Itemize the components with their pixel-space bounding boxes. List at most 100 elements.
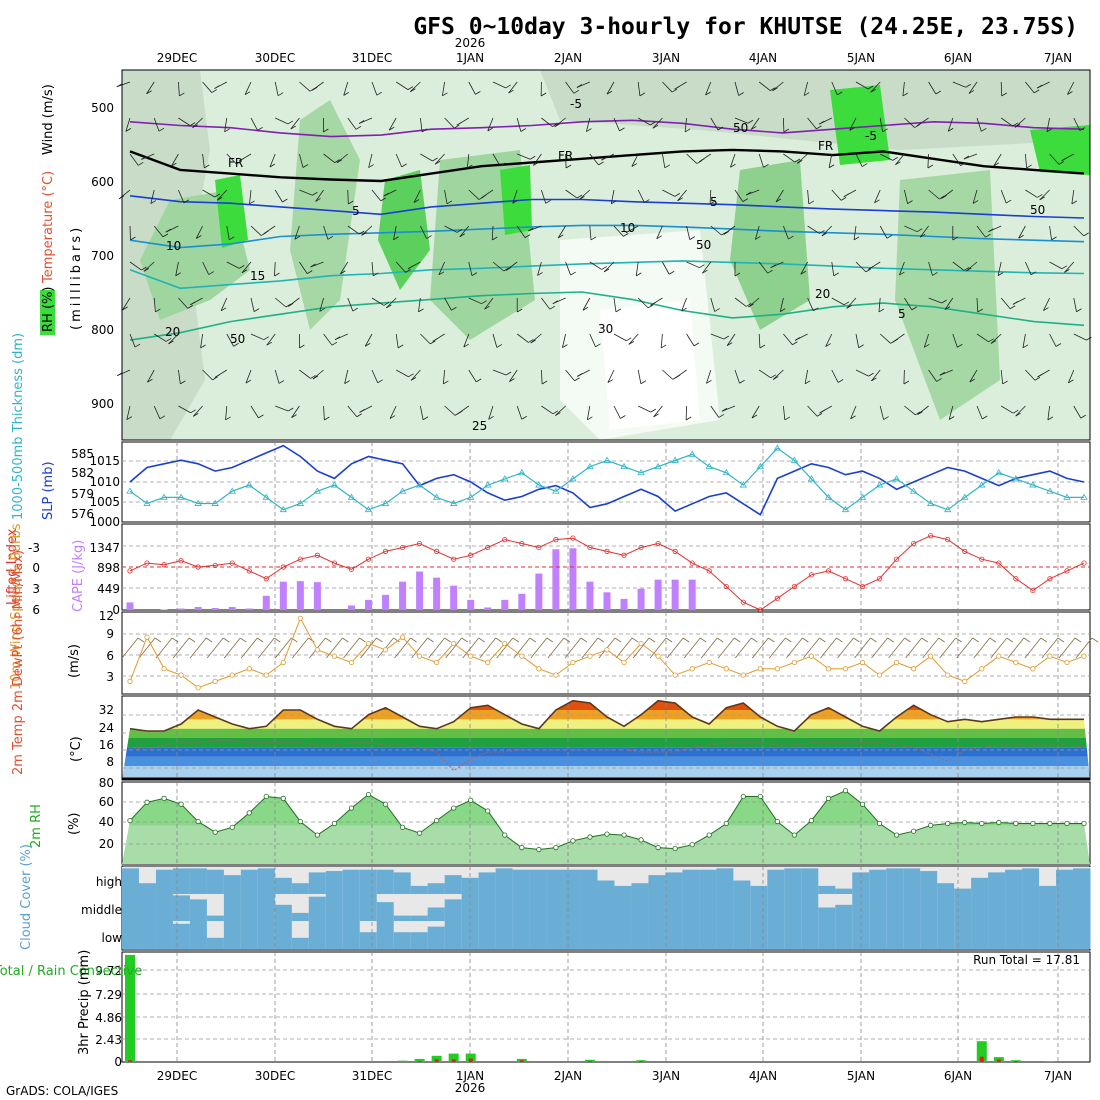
wind-barb <box>274 189 283 203</box>
precip-bar <box>1044 1061 1055 1062</box>
wind-barb-feather <box>117 372 123 377</box>
precip-bar <box>976 1041 987 1062</box>
wind-barb-feather <box>555 412 561 416</box>
wind-barb-feather <box>285 303 292 308</box>
cloud-bar <box>478 921 497 949</box>
wind-barb <box>606 81 615 95</box>
precip-bar <box>448 1053 459 1062</box>
y-tick-label: 12 <box>99 609 114 623</box>
cloud-bar <box>172 895 191 921</box>
cloud-bar <box>937 894 955 921</box>
cape-bar <box>382 594 390 610</box>
wind-barb-feather <box>721 231 727 236</box>
wind-barb <box>879 117 884 132</box>
cloud-bar <box>291 883 310 894</box>
wind-barb-feather <box>892 157 898 161</box>
wind-barb <box>1025 81 1035 94</box>
wind-barb <box>323 153 335 163</box>
convective-bar <box>587 1061 592 1062</box>
wind-barb-feather <box>426 235 432 239</box>
wind-barb-feather <box>1012 409 1019 414</box>
wind-barb-feather <box>407 86 414 90</box>
wind-barb-feather <box>446 200 453 205</box>
lifted-index-points <box>127 533 1087 613</box>
wind-barb-feather <box>631 637 639 643</box>
cloud-bar <box>580 894 599 921</box>
cloud-bar <box>189 868 208 894</box>
wind-barb <box>993 153 1002 167</box>
contour-label: 50 <box>733 121 748 135</box>
wind-barb-feather <box>410 88 416 93</box>
li-point <box>570 535 576 541</box>
rh-point <box>842 788 849 794</box>
wind-barb-feather <box>570 271 576 276</box>
wind-point <box>740 672 746 678</box>
wind-barb-feather <box>972 637 979 643</box>
wind-barb <box>635 261 639 276</box>
cape-bar <box>450 585 458 610</box>
date-label: 1JAN <box>456 51 484 65</box>
cloud-bar <box>614 894 632 921</box>
contour-label: 15 <box>250 269 265 283</box>
wind-point <box>808 653 815 659</box>
cape-bar <box>654 579 662 610</box>
wind-barb-feather <box>652 124 659 129</box>
wind-barb <box>615 637 633 659</box>
cloud-bar <box>835 921 853 949</box>
wind-barb-feather <box>625 229 632 234</box>
wind-point <box>723 666 729 672</box>
wind-barb <box>1000 297 1011 309</box>
wind-barb-feather <box>647 304 654 309</box>
wind-barb <box>224 117 228 132</box>
chart-title: GFS 0~10day 3-hourly for KHUTSE (24.25E,… <box>413 14 1078 40</box>
wind-point <box>1047 653 1053 659</box>
wind-barb <box>745 189 760 196</box>
wind-barb <box>976 405 983 420</box>
cloud-bar <box>427 907 446 921</box>
date-label: 4JAN <box>749 1069 777 1083</box>
wind-barb-feather <box>134 343 141 348</box>
wind-barb-feather <box>512 637 520 643</box>
cloud-bar <box>988 921 1006 949</box>
wind-barb <box>800 261 808 275</box>
wind-barb-feather <box>607 379 614 383</box>
wind-barb <box>226 153 237 165</box>
y-tick-label: 4.86 <box>95 1011 122 1025</box>
wind-barb <box>360 637 377 659</box>
thickness-point <box>415 481 424 488</box>
wind-barb <box>1025 153 1028 168</box>
wind-barb <box>565 189 578 199</box>
precip-bar <box>431 1055 442 1062</box>
thickness-point <box>671 456 679 463</box>
rh-point <box>962 819 968 826</box>
wind-barb <box>537 261 542 276</box>
rh-point <box>791 832 797 838</box>
wind-barb <box>172 637 190 659</box>
wind-barb <box>652 117 663 129</box>
wind-barb-feather <box>373 272 379 277</box>
wind-barb <box>831 81 838 96</box>
wind-barb-feather <box>693 342 700 347</box>
wind-barb-feather <box>141 156 147 160</box>
wind-point <box>859 659 866 666</box>
cloud-bar <box>274 904 293 921</box>
wind-barb <box>717 637 735 659</box>
wind-barb-feather <box>147 378 153 383</box>
wind-barb-feather <box>253 308 260 312</box>
y-tick-label: 40 <box>99 815 114 829</box>
wind-barb-feather <box>125 128 132 132</box>
convective-bar <box>468 1058 473 1062</box>
wind-barb-feather <box>1037 373 1043 378</box>
wind-barb-feather <box>214 374 221 378</box>
wind-point <box>417 653 423 659</box>
wind-barb <box>700 637 718 659</box>
wind-barb-feather <box>941 195 947 199</box>
wind-barb-feather <box>258 414 264 419</box>
wind-barb <box>1049 333 1057 347</box>
wind-barb <box>178 81 180 96</box>
thickness-point <box>347 493 356 500</box>
axis-label: SLP (mb) <box>41 461 56 520</box>
thickness-point <box>909 487 918 494</box>
wind-barb <box>116 81 131 88</box>
li-point <box>996 560 1002 566</box>
